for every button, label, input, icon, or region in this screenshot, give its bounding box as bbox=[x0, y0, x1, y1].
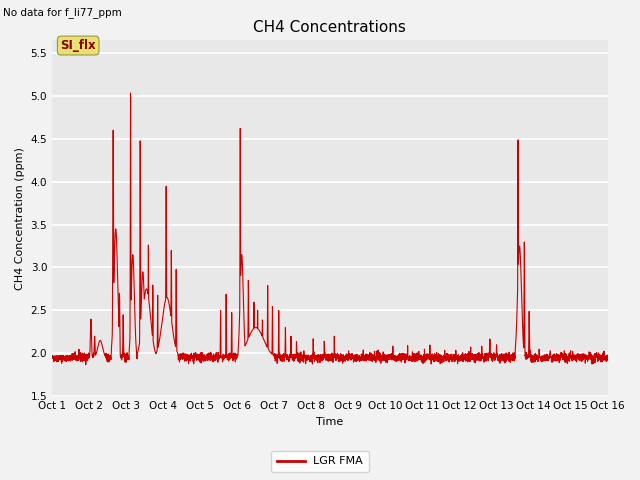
Y-axis label: CH4 Concentration (ppm): CH4 Concentration (ppm) bbox=[15, 147, 25, 289]
Text: SI_flx: SI_flx bbox=[60, 39, 96, 52]
Legend: LGR FMA: LGR FMA bbox=[271, 451, 369, 472]
Title: CH4 Concentrations: CH4 Concentrations bbox=[253, 20, 406, 35]
X-axis label: Time: Time bbox=[316, 417, 344, 427]
Text: No data for f_li77_ppm: No data for f_li77_ppm bbox=[3, 7, 122, 18]
